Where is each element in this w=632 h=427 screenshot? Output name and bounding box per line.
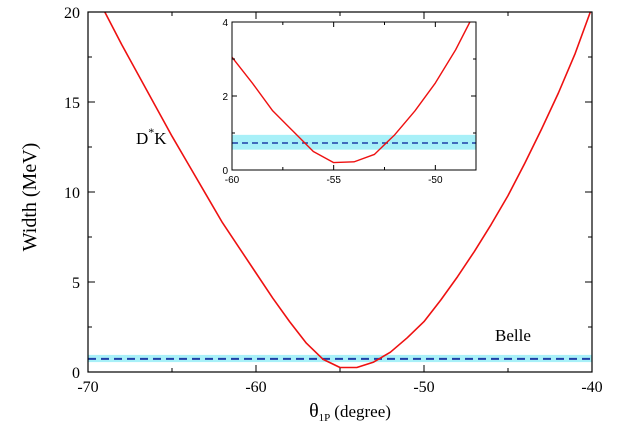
x-tick-label: -55	[326, 175, 341, 186]
y-tick-label: 4	[222, 18, 228, 29]
x-tick-label: -60	[225, 175, 240, 186]
x-tick-label: -50	[413, 379, 434, 396]
y-tick-label: 0	[72, 365, 80, 382]
x-tick-label: -70	[77, 379, 98, 396]
inset-width-curve	[231, 21, 471, 164]
x-axis-label: θ1P (degree)	[309, 400, 391, 424]
y-axis-label: Width (MeV)	[19, 143, 41, 252]
y-tick-label: 5	[72, 275, 80, 292]
inset-axis-ticks: -60 -55 -50 0 2 4	[222, 18, 476, 186]
belle-label: Belle	[495, 326, 531, 345]
dstar-k-width-curve	[104, 11, 592, 369]
x-tick-label: -40	[581, 379, 602, 396]
x-tick-label: -50	[428, 175, 443, 186]
y-tick-label: 20	[64, 5, 80, 22]
series-label-dstar-k: D*K	[136, 125, 167, 148]
y-tick-label: 15	[64, 95, 80, 112]
y-tick-label: 2	[222, 92, 228, 103]
y-tick-label: 0	[222, 166, 228, 177]
x-tick-label: -60	[245, 379, 266, 396]
inset-plot: -60 -55 -50 0 2 4	[222, 18, 477, 186]
y-tick-label: 10	[64, 185, 80, 202]
